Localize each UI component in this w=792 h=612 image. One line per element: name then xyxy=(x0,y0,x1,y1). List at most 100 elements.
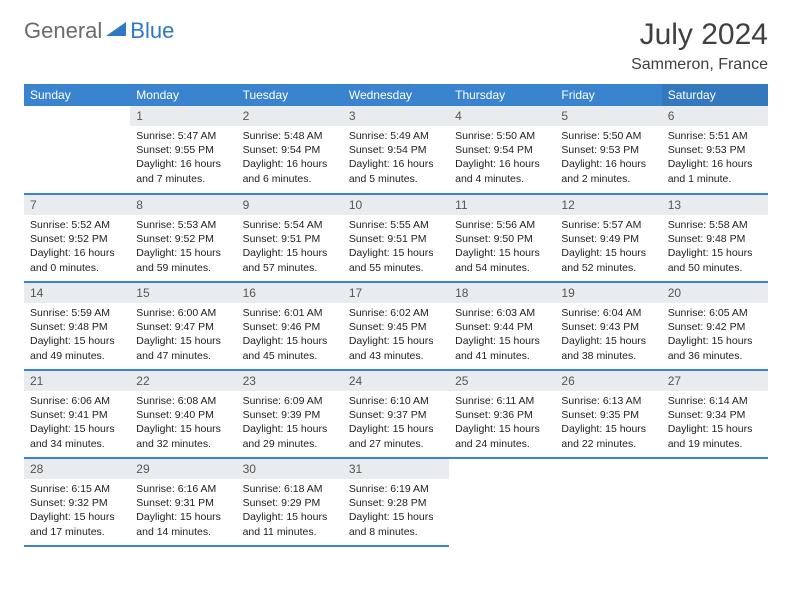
day-details: Sunrise: 5:51 AMSunset: 9:53 PMDaylight:… xyxy=(662,126,768,190)
calendar-cell: 21Sunrise: 6:06 AMSunset: 9:41 PMDayligh… xyxy=(24,370,130,458)
day-number: 8 xyxy=(130,195,236,215)
calendar-cell: 9Sunrise: 5:54 AMSunset: 9:51 PMDaylight… xyxy=(237,194,343,282)
day-number: 25 xyxy=(449,371,555,391)
sunset-text: Sunset: 9:54 PM xyxy=(349,143,443,157)
daylight-line1: Daylight: 15 hours xyxy=(349,422,443,436)
daylight-line2: and 43 minutes. xyxy=(349,349,443,363)
calendar-body: 1Sunrise: 5:47 AMSunset: 9:55 PMDaylight… xyxy=(24,106,768,546)
calendar-cell: 16Sunrise: 6:01 AMSunset: 9:46 PMDayligh… xyxy=(237,282,343,370)
daylight-line2: and 38 minutes. xyxy=(561,349,655,363)
day-details: Sunrise: 6:13 AMSunset: 9:35 PMDaylight:… xyxy=(555,391,661,455)
sunrise-text: Sunrise: 6:01 AM xyxy=(243,306,337,320)
day-details: Sunrise: 5:54 AMSunset: 9:51 PMDaylight:… xyxy=(237,215,343,279)
sunset-text: Sunset: 9:51 PM xyxy=(349,232,443,246)
daylight-line1: Daylight: 15 hours xyxy=(243,334,337,348)
daylight-line1: Daylight: 15 hours xyxy=(136,246,230,260)
daylight-line2: and 59 minutes. xyxy=(136,261,230,275)
calendar-week-row: 7Sunrise: 5:52 AMSunset: 9:52 PMDaylight… xyxy=(24,194,768,282)
daylight-line1: Daylight: 15 hours xyxy=(668,422,762,436)
daylight-line2: and 34 minutes. xyxy=(30,437,124,451)
sunset-text: Sunset: 9:41 PM xyxy=(30,408,124,422)
day-number: 18 xyxy=(449,283,555,303)
daylight-line2: and 8 minutes. xyxy=(349,525,443,539)
day-details: Sunrise: 5:58 AMSunset: 9:48 PMDaylight:… xyxy=(662,215,768,279)
day-number: 22 xyxy=(130,371,236,391)
daylight-line2: and 19 minutes. xyxy=(668,437,762,451)
daylight-line1: Daylight: 15 hours xyxy=(30,422,124,436)
sunset-text: Sunset: 9:48 PM xyxy=(668,232,762,246)
day-details: Sunrise: 6:08 AMSunset: 9:40 PMDaylight:… xyxy=(130,391,236,455)
sunset-text: Sunset: 9:47 PM xyxy=(136,320,230,334)
calendar-cell: 12Sunrise: 5:57 AMSunset: 9:49 PMDayligh… xyxy=(555,194,661,282)
sunset-text: Sunset: 9:53 PM xyxy=(668,143,762,157)
daylight-line1: Daylight: 15 hours xyxy=(455,334,549,348)
daylight-line1: Daylight: 16 hours xyxy=(243,157,337,171)
day-number: 17 xyxy=(343,283,449,303)
calendar-cell: 24Sunrise: 6:10 AMSunset: 9:37 PMDayligh… xyxy=(343,370,449,458)
sunset-text: Sunset: 9:37 PM xyxy=(349,408,443,422)
day-details: Sunrise: 6:18 AMSunset: 9:29 PMDaylight:… xyxy=(237,479,343,543)
sunrise-text: Sunrise: 6:02 AM xyxy=(349,306,443,320)
daylight-line2: and 52 minutes. xyxy=(561,261,655,275)
day-details: Sunrise: 6:01 AMSunset: 9:46 PMDaylight:… xyxy=(237,303,343,367)
logo-triangle-icon xyxy=(106,20,126,43)
calendar-cell: 18Sunrise: 6:03 AMSunset: 9:44 PMDayligh… xyxy=(449,282,555,370)
calendar-cell: 4Sunrise: 5:50 AMSunset: 9:54 PMDaylight… xyxy=(449,106,555,194)
sunset-text: Sunset: 9:54 PM xyxy=(243,143,337,157)
day-details: Sunrise: 6:05 AMSunset: 9:42 PMDaylight:… xyxy=(662,303,768,367)
weekday-header: Monday xyxy=(130,84,236,106)
daylight-line1: Daylight: 15 hours xyxy=(455,246,549,260)
location-label: Sammeron, France xyxy=(631,56,768,74)
daylight-line2: and 22 minutes. xyxy=(561,437,655,451)
day-number: 31 xyxy=(343,459,449,479)
daylight-line2: and 45 minutes. xyxy=(243,349,337,363)
day-details: Sunrise: 6:16 AMSunset: 9:31 PMDaylight:… xyxy=(130,479,236,543)
sunrise-text: Sunrise: 5:55 AM xyxy=(349,218,443,232)
daylight-line1: Daylight: 15 hours xyxy=(243,246,337,260)
day-number: 26 xyxy=(555,371,661,391)
sunrise-text: Sunrise: 6:13 AM xyxy=(561,394,655,408)
logo: General Blue xyxy=(24,18,174,44)
sunrise-text: Sunrise: 6:10 AM xyxy=(349,394,443,408)
day-number: 21 xyxy=(24,371,130,391)
weekday-header: Friday xyxy=(555,84,661,106)
daylight-line2: and 27 minutes. xyxy=(349,437,443,451)
day-details: Sunrise: 6:06 AMSunset: 9:41 PMDaylight:… xyxy=(24,391,130,455)
daylight-line2: and 24 minutes. xyxy=(455,437,549,451)
day-details: Sunrise: 6:09 AMSunset: 9:39 PMDaylight:… xyxy=(237,391,343,455)
day-details: Sunrise: 6:11 AMSunset: 9:36 PMDaylight:… xyxy=(449,391,555,455)
sunrise-text: Sunrise: 6:06 AM xyxy=(30,394,124,408)
title-block: July 2024 Sammeron, France xyxy=(631,18,768,74)
daylight-line1: Daylight: 15 hours xyxy=(561,246,655,260)
weekday-header: Saturday xyxy=(662,84,768,106)
calendar-cell: 14Sunrise: 5:59 AMSunset: 9:48 PMDayligh… xyxy=(24,282,130,370)
day-details: Sunrise: 5:50 AMSunset: 9:53 PMDaylight:… xyxy=(555,126,661,190)
daylight-line2: and 55 minutes. xyxy=(349,261,443,275)
sunset-text: Sunset: 9:51 PM xyxy=(243,232,337,246)
daylight-line2: and 47 minutes. xyxy=(136,349,230,363)
daylight-line2: and 36 minutes. xyxy=(668,349,762,363)
day-number: 4 xyxy=(449,106,555,126)
sunset-text: Sunset: 9:53 PM xyxy=(561,143,655,157)
sunset-text: Sunset: 9:55 PM xyxy=(136,143,230,157)
sunrise-text: Sunrise: 6:18 AM xyxy=(243,482,337,496)
daylight-line2: and 2 minutes. xyxy=(561,172,655,186)
day-number: 5 xyxy=(555,106,661,126)
weekday-header: Tuesday xyxy=(237,84,343,106)
sunset-text: Sunset: 9:49 PM xyxy=(561,232,655,246)
daylight-line1: Daylight: 15 hours xyxy=(668,246,762,260)
daylight-line1: Daylight: 15 hours xyxy=(30,334,124,348)
day-details: Sunrise: 6:04 AMSunset: 9:43 PMDaylight:… xyxy=(555,303,661,367)
day-number: 19 xyxy=(555,283,661,303)
day-details: Sunrise: 5:59 AMSunset: 9:48 PMDaylight:… xyxy=(24,303,130,367)
sunset-text: Sunset: 9:39 PM xyxy=(243,408,337,422)
calendar-cell: 13Sunrise: 5:58 AMSunset: 9:48 PMDayligh… xyxy=(662,194,768,282)
sunrise-text: Sunrise: 5:52 AM xyxy=(30,218,124,232)
sunrise-text: Sunrise: 6:16 AM xyxy=(136,482,230,496)
day-number: 30 xyxy=(237,459,343,479)
day-number: 7 xyxy=(24,195,130,215)
daylight-line1: Daylight: 15 hours xyxy=(136,334,230,348)
daylight-line1: Daylight: 15 hours xyxy=(349,246,443,260)
sunset-text: Sunset: 9:35 PM xyxy=(561,408,655,422)
daylight-line1: Daylight: 15 hours xyxy=(561,334,655,348)
